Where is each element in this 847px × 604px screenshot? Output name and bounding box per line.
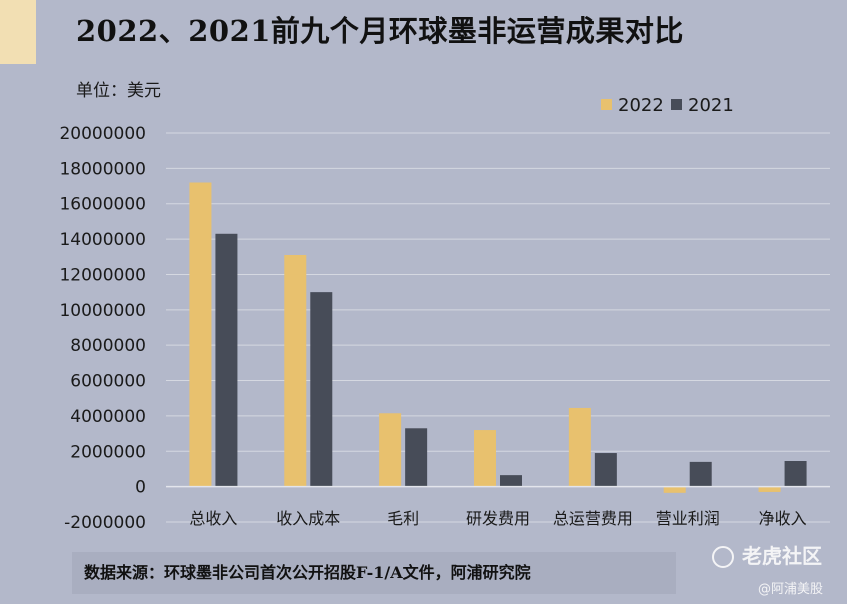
bar-2022 xyxy=(474,430,496,487)
bar-2022 xyxy=(663,486,686,493)
x-tick-label: 营业利润 xyxy=(656,509,720,528)
bar-2022 xyxy=(568,407,591,487)
y-tick-label: 16000000 xyxy=(59,195,146,215)
y-tick-label: 10000000 xyxy=(59,301,146,321)
bar-2022 xyxy=(758,486,781,492)
y-tick-label: 20000000 xyxy=(59,124,146,144)
watermark-brand: 老虎社区 xyxy=(712,540,822,569)
source-note: 数据来源：环球墨非公司首次公开招股F-1/A文件，阿浦研究院 xyxy=(72,552,676,594)
bars xyxy=(189,182,807,493)
chart-title: 2022、2021前九个月环球墨非运营成果对比 xyxy=(76,14,684,48)
y-tick-label: 6000000 xyxy=(70,372,146,392)
bar-2021 xyxy=(310,292,333,487)
bar-2021 xyxy=(784,460,807,487)
x-tick-label: 总收入 xyxy=(189,509,237,528)
bar-2022 xyxy=(189,182,212,487)
legend-label: 2022 xyxy=(618,95,664,116)
y-tick-label: 8000000 xyxy=(70,336,146,356)
y-tick-label: 4000000 xyxy=(70,407,146,427)
y-axis: 2000000018000000160000001400000012000000… xyxy=(59,124,830,533)
y-tick-label: 18000000 xyxy=(59,159,146,179)
bar-2021 xyxy=(594,453,617,487)
tiger-logo-icon xyxy=(712,546,734,568)
y-tick-label: 14000000 xyxy=(59,230,146,250)
bar-2021 xyxy=(405,428,428,487)
y-tick-label: 0 xyxy=(135,478,146,498)
legend: 2022 2021 xyxy=(601,95,734,116)
watermark-handle: @阿浦美股 xyxy=(758,582,824,597)
y-tick-label: -2000000 xyxy=(64,513,146,533)
watermark-brand-text: 老虎社区 xyxy=(742,544,822,568)
bar-2021 xyxy=(689,461,712,487)
y-tick-label: 12000000 xyxy=(59,265,146,285)
x-tick-label: 收入成本 xyxy=(276,509,340,528)
x-tick-label: 净收入 xyxy=(759,509,807,528)
x-tick-label: 研发费用 xyxy=(466,509,530,528)
bar-2022 xyxy=(379,413,402,487)
unit-label: 单位：美元 xyxy=(76,81,161,101)
corner-accent xyxy=(0,0,36,64)
bar-2021 xyxy=(215,233,238,487)
y-tick-label: 2000000 xyxy=(70,442,146,462)
legend-label: 2021 xyxy=(688,95,734,116)
bar-2022 xyxy=(284,255,307,487)
x-tick-label: 总运营费用 xyxy=(553,509,633,528)
bar-2021 xyxy=(500,475,522,487)
legend-swatch xyxy=(601,99,612,110)
x-tick-label: 毛利 xyxy=(387,509,419,528)
legend-swatch xyxy=(671,99,682,110)
x-axis: 总收入 收入成本 毛利 研发费用 总运营费用 营业利润 净收入 xyxy=(189,509,806,528)
